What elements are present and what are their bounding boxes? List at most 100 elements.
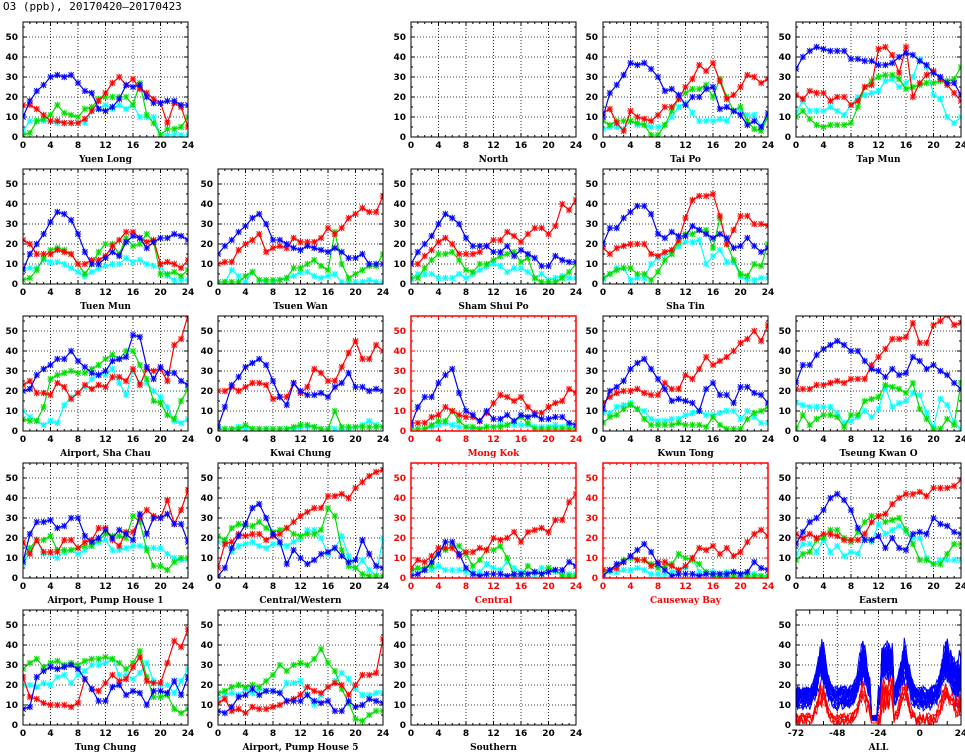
data-point-blue	[228, 236, 235, 244]
data-point-cyan	[668, 568, 675, 576]
data-point-blue	[177, 520, 185, 528]
data-point-blue	[538, 262, 545, 270]
data-point-cyan	[338, 278, 345, 284]
data-point-blue	[366, 695, 373, 703]
data-point-cyan	[352, 278, 359, 284]
data-point-blue	[730, 399, 737, 407]
x-tick-label: 8	[463, 582, 469, 592]
data-point-green	[177, 709, 185, 717]
data-point-green	[510, 248, 518, 256]
data-point-blue	[483, 570, 490, 578]
data-point-red	[40, 250, 47, 258]
data-point-cyan	[937, 395, 944, 403]
data-point-cyan	[868, 89, 875, 97]
data-point-red	[545, 230, 552, 238]
data-point-blue	[813, 351, 820, 359]
data-point-green	[317, 425, 325, 431]
data-point-cyan	[81, 546, 89, 554]
data-point-cyan	[242, 278, 249, 284]
data-point-cyan	[372, 689, 380, 697]
data-point-blue	[177, 232, 185, 240]
data-point-red	[345, 349, 352, 357]
data-point-cyan	[668, 415, 675, 423]
data-point-red	[228, 538, 235, 546]
data-point-cyan	[902, 397, 910, 405]
data-point-red	[476, 544, 483, 552]
data-point-green	[737, 425, 744, 431]
data-point-red	[641, 240, 648, 248]
data-point-blue	[930, 514, 937, 522]
panel-title: North	[479, 155, 509, 165]
data-point-red	[116, 236, 123, 244]
data-point-blue	[67, 216, 75, 224]
data-point-red	[510, 232, 518, 240]
data-point-blue	[668, 572, 675, 578]
x-tick-label: 20	[927, 582, 940, 592]
data-point-blue	[689, 399, 696, 407]
data-point-red	[150, 95, 157, 103]
data-point-red	[545, 403, 552, 411]
data-point-blue	[895, 371, 903, 379]
y-tick-label: 40	[585, 347, 598, 357]
data-point-cyan	[449, 421, 456, 429]
data-point-cyan	[228, 689, 235, 697]
data-point-blue	[620, 214, 627, 222]
data-point-blue	[868, 536, 875, 544]
data-point-green	[129, 242, 137, 250]
data-point-red	[606, 250, 614, 258]
data-point-green	[249, 425, 256, 431]
data-point-green	[820, 534, 827, 542]
data-point-green	[421, 425, 428, 431]
data-point-green	[751, 125, 758, 133]
data-point-green	[157, 399, 164, 407]
data-point-green	[504, 421, 511, 429]
data-point-red	[249, 379, 256, 387]
data-point-green	[61, 546, 68, 554]
plot-area	[218, 337, 383, 431]
data-point-blue	[751, 558, 758, 566]
data-point-blue	[262, 220, 270, 228]
data-point-blue	[950, 528, 958, 536]
x-tick-label: 20	[734, 141, 747, 151]
x-tick-label: 8	[75, 288, 81, 298]
data-point-red	[276, 530, 284, 538]
data-point-green	[297, 532, 304, 540]
y-tick-label: 50	[5, 33, 18, 43]
data-point-blue	[95, 371, 102, 379]
data-point-green	[559, 425, 566, 431]
data-point-blue	[129, 232, 137, 240]
data-point-blue	[26, 97, 34, 105]
x-tick-label: 16	[900, 141, 913, 151]
data-point-red	[840, 379, 848, 387]
data-point-blue	[820, 345, 827, 353]
data-point-green	[902, 85, 910, 93]
data-point-red	[716, 77, 724, 85]
data-point-blue	[647, 365, 655, 373]
y-tick-label: 0	[12, 427, 18, 437]
data-point-green	[304, 530, 311, 538]
data-point-blue	[702, 385, 710, 393]
data-point-blue	[228, 381, 235, 389]
x-tick-label: 24	[377, 729, 390, 739]
data-point-cyan	[331, 270, 339, 278]
data-point-red	[654, 111, 662, 119]
data-point-blue	[709, 83, 717, 91]
data-point-red	[923, 339, 930, 347]
y-tick-label: 0	[592, 133, 598, 143]
data-point-cyan	[177, 677, 185, 685]
plot-area	[603, 190, 768, 284]
data-point-green	[61, 369, 68, 377]
data-point-cyan	[799, 540, 807, 548]
data-point-cyan	[26, 264, 34, 272]
data-point-blue	[359, 536, 366, 544]
data-point-green	[476, 260, 483, 268]
data-point-blue	[283, 697, 290, 705]
data-point-green	[428, 562, 435, 570]
data-point-blue	[937, 520, 944, 528]
data-point-cyan	[352, 685, 359, 693]
data-point-green	[827, 526, 834, 534]
data-point-blue	[469, 242, 477, 250]
data-point-green	[641, 270, 648, 278]
